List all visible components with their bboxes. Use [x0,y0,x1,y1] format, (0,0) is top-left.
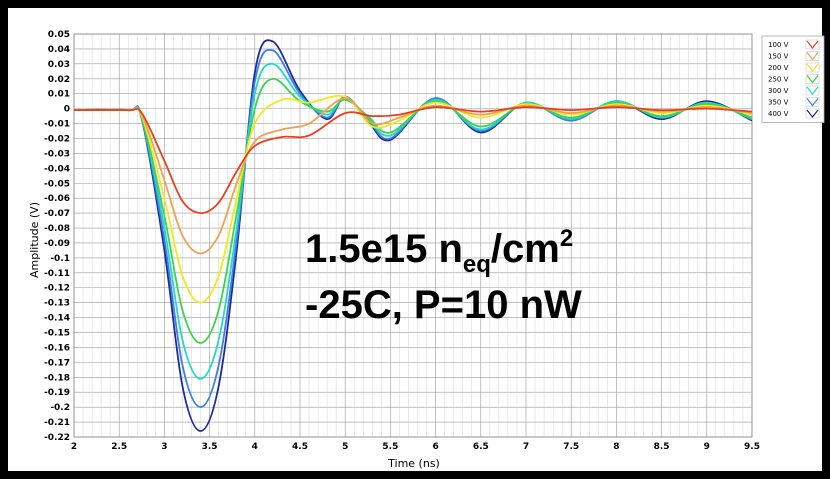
y-tick-label: 0.01 [48,90,70,100]
y-tick-label: -0.04 [44,164,70,174]
annotation-fluence-sub: eq [463,251,491,278]
x-tick-label: 3.5 [202,442,218,452]
series-lines [73,39,753,432]
y-tick-label: -0.11 [44,269,70,279]
annotation-fluence-unit: /cm [491,227,560,271]
x-tick-label: 8.5 [654,442,670,452]
y-axis-label: Amplitude (V) [28,202,41,278]
legend-swatch [806,63,819,72]
y-tick-label: -0.13 [44,299,70,309]
legend-label: 300 V [768,87,789,95]
y-tick-label: -0.08 [44,224,70,234]
y-tick-label: -0.14 [44,314,70,324]
legend: 100 V 150 V 200 V 250 V 300 V 350 V 400 V [761,35,825,123]
y-tick-label: -0.16 [44,343,70,353]
x-tick-label: 9.5 [744,442,760,452]
x-tick-label: 3 [161,442,167,452]
x-tick-label: 6 [432,442,438,452]
legend-swatch [806,109,819,118]
legend-swatch-box [805,108,820,119]
plot-area [73,33,753,438]
legend-label: 250 V [768,76,789,84]
legend-label: 400 V [768,110,789,118]
annotation-fluence: 1.5e15 neq/cm2 [305,225,573,278]
y-tick-label: 0.05 [48,30,70,40]
y-tick-label: -0.05 [44,179,70,189]
x-tick-label: 4.5 [292,442,308,452]
y-tick-label: -0.01 [44,120,70,130]
y-tick-label: -0.1 [50,254,70,264]
legend-swatch-box [805,97,820,107]
x-tick-label: 2 [71,442,77,452]
x-tick-label: 7 [523,442,529,452]
legend-label: 350 V [768,99,789,107]
y-tick-label: -0.03 [44,149,70,159]
x-tick-label: 6.5 [473,442,489,452]
y-tick-label: 0 [64,105,70,115]
series-line-250v [73,77,753,344]
y-tick-label: -0.21 [44,418,70,428]
legend-label: 150 V [768,53,789,61]
legend-swatch [806,40,819,49]
legend-swatch [806,86,819,95]
annotation-fluence-main: 1.5e15 n [305,227,463,271]
y-tick-label: -0.06 [44,194,70,204]
y-tick-label: -0.02 [44,134,70,144]
y-tick-label: -0.18 [44,373,70,383]
legend-swatch-box [805,39,820,50]
y-tick-label: -0.12 [44,284,70,294]
annotation-conditions: -25C, P=10 nW [305,283,582,327]
x-tick-label: 2.5 [111,442,127,452]
x-tick-label: 4 [252,442,258,452]
legend-swatch-box [805,85,820,96]
x-tick-labels: 2 2.5 3 3.5 4 4.5 5 5.5 6 6.5 7 7.5 8 8.5 9 9.5 [71,442,760,452]
x-tick-label: 5 [342,442,348,452]
annotation-fluence-sup: 2 [560,225,573,252]
series-line-100v [73,106,753,215]
legend-box [761,35,825,123]
x-tick-label: 8 [613,442,619,452]
y-tick-label: -0.19 [44,388,70,398]
y-tick-label: -0.09 [44,239,70,249]
legend-swatch [806,52,819,61]
y-tick-label: -0.2 [50,403,70,413]
x-tick-label: 7.5 [563,442,579,452]
y-tick-label: -0.15 [44,329,70,339]
legend-label: 100 V [768,41,789,49]
y-tick-labels: 0.05 0.04 0.03 0.02 0.01 0 -0.01 -0.02 -0.03 -0.0… [44,30,70,443]
x-axis-label: Time (ns) [387,457,440,470]
legend-swatch-box [805,74,820,84]
legend-swatch-box [805,51,820,61]
y-tick-label: 0.02 [48,75,70,85]
legend-swatch [806,75,819,84]
x-tick-label: 5.5 [382,442,398,452]
y-tick-label: 0.03 [48,60,70,70]
legend-swatch-box [805,62,820,73]
y-tick-label: -0.07 [44,209,70,219]
y-tick-label: 0.04 [48,45,70,55]
series-line-350v [73,49,753,409]
legend-label: 200 V [768,64,789,72]
legend-swatch [806,98,819,107]
y-tick-label: -0.22 [44,433,70,443]
x-tick-label: 9 [704,442,710,452]
series-line-150v [73,97,753,255]
y-tick-label: -0.17 [44,358,70,368]
